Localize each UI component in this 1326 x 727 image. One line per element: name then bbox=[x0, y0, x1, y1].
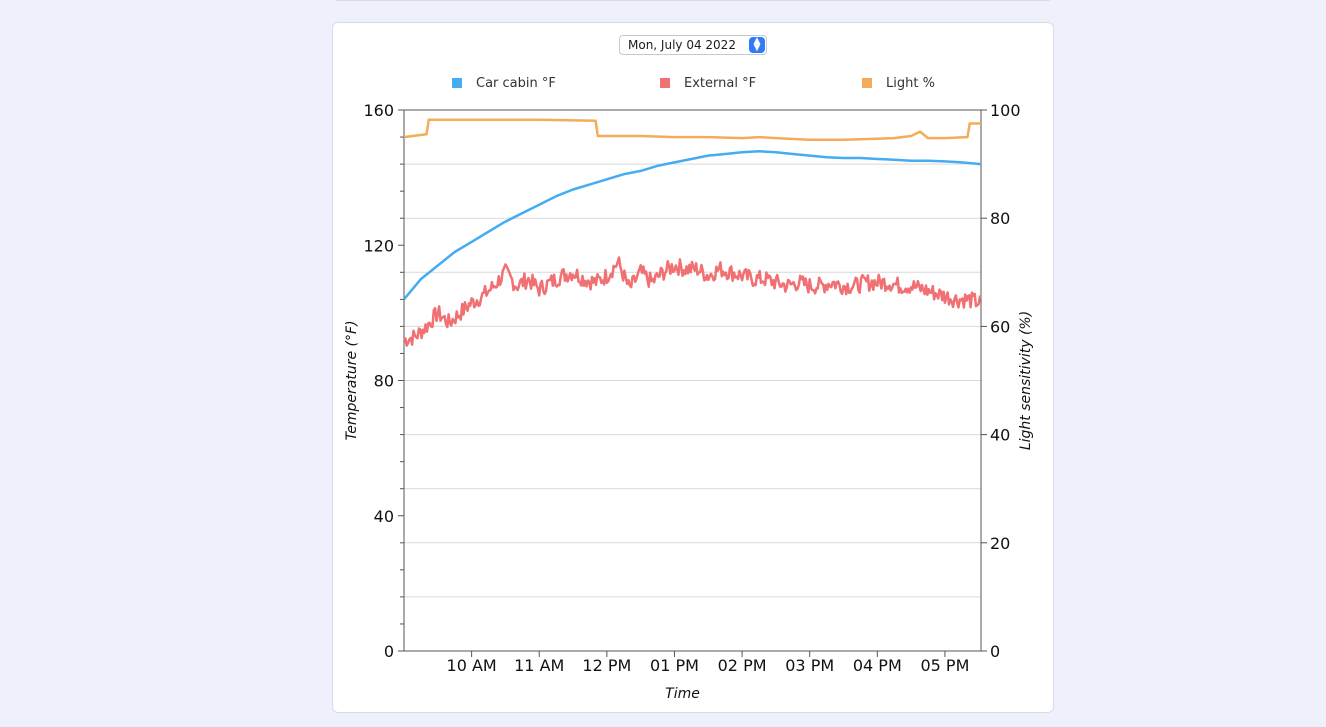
series-line bbox=[403, 256, 982, 347]
date-select-value: Mon, July 04 2022 bbox=[628, 38, 736, 52]
y-tick-label-right: 100 bbox=[990, 101, 1021, 120]
y-tick-label-left: 120 bbox=[363, 236, 394, 255]
y-tick-label-left: 160 bbox=[363, 101, 394, 120]
previous-card bbox=[332, 0, 1054, 1]
x-tick-label: 04 PM bbox=[853, 656, 902, 675]
y-tick-label-right: 40 bbox=[990, 426, 1010, 445]
legend-swatch bbox=[862, 78, 872, 88]
y-tick-label-right: 0 bbox=[990, 642, 1000, 661]
y-tick-label-right: 20 bbox=[990, 534, 1010, 553]
legend-swatch bbox=[452, 78, 462, 88]
y-tick-label-left: 40 bbox=[374, 507, 394, 526]
date-select[interactable]: Mon, July 04 2022 ▲ ▼ bbox=[619, 35, 767, 55]
y-tick-label-right: 60 bbox=[990, 317, 1010, 336]
line-chart: 0 40 80 120 160 0 20 40 60 80 100 10 AM 11 AM 12 PM 01… bbox=[344, 76, 1034, 702]
y-axis-title-left: Temperature (°F) bbox=[344, 320, 360, 440]
x-tick-label: 03 PM bbox=[785, 656, 834, 675]
x-tick-label: 12 PM bbox=[582, 656, 631, 675]
x-tick-label: 10 AM bbox=[447, 656, 497, 675]
x-tick-label: 05 PM bbox=[920, 656, 969, 675]
y-tick-label-left: 80 bbox=[374, 372, 394, 391]
x-axis-title: Time bbox=[665, 686, 700, 702]
series-line bbox=[403, 118, 981, 142]
series-line bbox=[403, 150, 982, 301]
x-tick-label: 02 PM bbox=[718, 656, 767, 675]
y-tick-label-right: 80 bbox=[990, 209, 1010, 228]
legend-label: Car cabin °F bbox=[476, 76, 556, 91]
legend-label: Light % bbox=[886, 76, 935, 91]
y-tick-label-left: 0 bbox=[384, 642, 394, 661]
legend-swatch bbox=[660, 78, 670, 88]
x-tick-label: 01 PM bbox=[650, 656, 699, 675]
select-stepper-icon: ▲ ▼ bbox=[749, 37, 765, 53]
x-tick-label: 11 AM bbox=[514, 656, 564, 675]
y-axis-title-right: Light sensitivity (%) bbox=[1018, 311, 1034, 450]
legend-label: External °F bbox=[684, 76, 756, 91]
